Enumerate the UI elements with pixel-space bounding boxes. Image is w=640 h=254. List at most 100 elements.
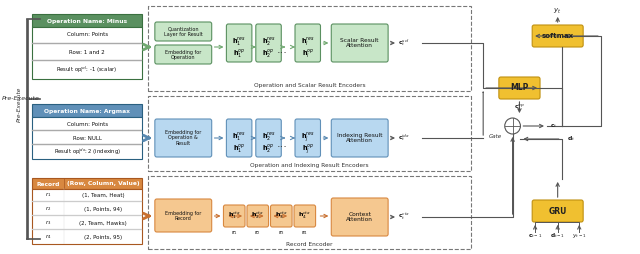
Text: Record: Record bbox=[36, 182, 60, 186]
Text: Quantization
Layer for Result: Quantization Layer for Result bbox=[164, 27, 203, 37]
Text: Embedding for
Operation &
Result: Embedding for Operation & Result bbox=[165, 130, 202, 146]
Text: Context
Attention: Context Attention bbox=[346, 212, 373, 223]
Text: $\mathbf{h}_4^{ctx}$: $\mathbf{h}_4^{ctx}$ bbox=[298, 211, 312, 221]
Bar bbox=[33, 43, 142, 44]
FancyBboxPatch shape bbox=[223, 205, 245, 227]
Bar bbox=[33, 104, 142, 117]
FancyBboxPatch shape bbox=[295, 24, 321, 62]
Text: Result $\mathrm{op}_l^{idx}$: 2 (indexing): Result $\mathrm{op}_l^{idx}$: 2 (indexin… bbox=[54, 147, 121, 157]
Bar bbox=[26, 98, 40, 99]
Circle shape bbox=[505, 118, 520, 134]
Text: GRU: GRU bbox=[548, 207, 567, 215]
FancyBboxPatch shape bbox=[247, 205, 269, 227]
Text: (2, Team, Hawks): (2, Team, Hawks) bbox=[79, 220, 127, 226]
Bar bbox=[26, 238, 40, 239]
Bar bbox=[64, 202, 65, 216]
Bar bbox=[148, 96, 472, 171]
FancyBboxPatch shape bbox=[227, 119, 252, 157]
FancyBboxPatch shape bbox=[256, 24, 282, 62]
Text: $\mathbf{d}_{t-1}$: $\mathbf{d}_{t-1}$ bbox=[550, 232, 565, 241]
Text: Gate: Gate bbox=[488, 134, 502, 138]
Text: $\mathbf{r}_4$: $\mathbf{r}_4$ bbox=[301, 229, 308, 237]
Text: Column: Points: Column: Points bbox=[67, 121, 108, 126]
Text: $\mathbf{h}_j^{res}$: $\mathbf{h}_j^{res}$ bbox=[301, 130, 315, 144]
Text: $\mathbf{h}_2^{op}$: $\mathbf{h}_2^{op}$ bbox=[262, 48, 275, 60]
Text: $\mathbf{c}_t$: $\mathbf{c}_t$ bbox=[550, 122, 557, 130]
FancyBboxPatch shape bbox=[532, 200, 583, 222]
Text: Result $\mathrm{op}_l^{scl}$: -1 (scalar): Result $\mathrm{op}_l^{scl}$: -1 (scalar… bbox=[56, 65, 118, 75]
Bar bbox=[64, 178, 65, 189]
Bar bbox=[33, 144, 142, 145]
Text: $\mathbf{d}_t$: $\mathbf{d}_t$ bbox=[567, 135, 575, 144]
Text: MLP: MLP bbox=[510, 84, 529, 92]
Text: $\mathbf{c}_t^{ctx}$: $\mathbf{c}_t^{ctx}$ bbox=[398, 212, 410, 222]
FancyBboxPatch shape bbox=[155, 45, 212, 64]
Bar bbox=[33, 189, 142, 244]
Bar bbox=[148, 176, 472, 249]
Text: (1, Team, Heat): (1, Team, Heat) bbox=[81, 193, 124, 198]
Text: Operation Name: Minus: Operation Name: Minus bbox=[47, 19, 127, 24]
Text: ...: ... bbox=[277, 139, 288, 149]
Text: $\mathbf{h}_1^{res}$: $\mathbf{h}_1^{res}$ bbox=[232, 131, 246, 143]
Text: $\mathbf{c}_t^{scl}$: $\mathbf{c}_t^{scl}$ bbox=[398, 38, 410, 49]
Text: (2, Points, 95): (2, Points, 95) bbox=[84, 234, 122, 240]
Text: Embedding for
Operation: Embedding for Operation bbox=[165, 50, 202, 60]
Text: $\mathbf{h}_2^{op}$: $\mathbf{h}_2^{op}$ bbox=[262, 143, 275, 155]
Text: $r_2$: $r_2$ bbox=[45, 204, 51, 213]
Text: Row: 1 and 2: Row: 1 and 2 bbox=[69, 50, 105, 55]
Bar bbox=[33, 178, 142, 189]
Text: $r_3$: $r_3$ bbox=[45, 218, 51, 227]
Text: $\mathbf{h}_1^{op}$: $\mathbf{h}_1^{op}$ bbox=[233, 143, 245, 155]
Bar bbox=[33, 229, 142, 230]
Text: $\mathbf{h}_1^{ctx}$: $\mathbf{h}_1^{ctx}$ bbox=[228, 211, 241, 221]
FancyBboxPatch shape bbox=[332, 198, 388, 236]
Text: $\mathbf{c}_{t-1}$: $\mathbf{c}_{t-1}$ bbox=[528, 232, 542, 240]
Text: $\mathbf{h}_i^{res}$: $\mathbf{h}_i^{res}$ bbox=[301, 36, 315, 48]
Text: Scalar Result
Attention: Scalar Result Attention bbox=[340, 38, 379, 49]
Text: Row: NULL: Row: NULL bbox=[73, 135, 102, 140]
FancyBboxPatch shape bbox=[155, 22, 212, 41]
FancyBboxPatch shape bbox=[332, 24, 388, 62]
Text: $\mathbf{h}_2^{res}$: $\mathbf{h}_2^{res}$ bbox=[262, 131, 275, 143]
Bar bbox=[26, 19, 28, 239]
Bar bbox=[33, 60, 142, 61]
Text: Column: Points: Column: Points bbox=[67, 33, 108, 38]
Text: Pre-Execute: Pre-Execute bbox=[17, 86, 22, 122]
FancyBboxPatch shape bbox=[155, 119, 212, 157]
Bar bbox=[33, 117, 142, 159]
Text: $\mathbf{h}_1^{res}$: $\mathbf{h}_1^{res}$ bbox=[232, 36, 246, 48]
Text: $\mathbf{h}_2^{res}$: $\mathbf{h}_2^{res}$ bbox=[262, 36, 275, 48]
Bar bbox=[64, 216, 65, 230]
Text: softmax: softmax bbox=[541, 33, 573, 39]
Text: $y_{t-1}$: $y_{t-1}$ bbox=[572, 232, 586, 240]
Text: $\mathbf{r}_2$: $\mathbf{r}_2$ bbox=[254, 229, 261, 237]
Bar bbox=[64, 230, 65, 244]
Bar bbox=[148, 6, 472, 91]
Text: Indexing Result
Attention: Indexing Result Attention bbox=[337, 133, 383, 144]
Text: $\mathbf{h}_1^{op}$: $\mathbf{h}_1^{op}$ bbox=[233, 48, 245, 60]
Bar bbox=[26, 18, 40, 19]
FancyBboxPatch shape bbox=[532, 25, 583, 47]
Text: $\mathbf{h}_j^{op}$: $\mathbf{h}_j^{op}$ bbox=[301, 142, 314, 156]
Text: $r_1$: $r_1$ bbox=[45, 190, 51, 199]
Text: Operation and Indexing Result Encoders: Operation and Indexing Result Encoders bbox=[250, 164, 369, 168]
Text: Operation Name: Argmax: Operation Name: Argmax bbox=[44, 108, 130, 114]
FancyBboxPatch shape bbox=[295, 119, 321, 157]
Text: (1, Points, 94): (1, Points, 94) bbox=[84, 207, 122, 212]
Bar bbox=[33, 27, 142, 79]
Text: ...: ... bbox=[277, 45, 288, 55]
Text: $\mathbf{r}_3$: $\mathbf{r}_3$ bbox=[278, 229, 285, 237]
Bar bbox=[33, 201, 142, 202]
Bar bbox=[33, 130, 142, 131]
FancyBboxPatch shape bbox=[499, 77, 540, 99]
Text: $\mathbf{c}_t^{op}$: $\mathbf{c}_t^{op}$ bbox=[514, 103, 525, 113]
Bar bbox=[33, 14, 142, 27]
Bar bbox=[64, 188, 65, 202]
Text: Record Encoder: Record Encoder bbox=[287, 242, 333, 246]
Text: $\mathbf{c}_t^{idx}$: $\mathbf{c}_t^{idx}$ bbox=[398, 133, 410, 144]
Text: $y_t$: $y_t$ bbox=[554, 6, 562, 15]
Text: $\mathbf{h}_2^{ctx}$: $\mathbf{h}_2^{ctx}$ bbox=[251, 211, 264, 221]
FancyBboxPatch shape bbox=[227, 24, 252, 62]
Text: (Row, Column, Value): (Row, Column, Value) bbox=[67, 182, 140, 186]
Text: $\mathbf{h}_i^{op}$: $\mathbf{h}_i^{op}$ bbox=[301, 48, 314, 60]
